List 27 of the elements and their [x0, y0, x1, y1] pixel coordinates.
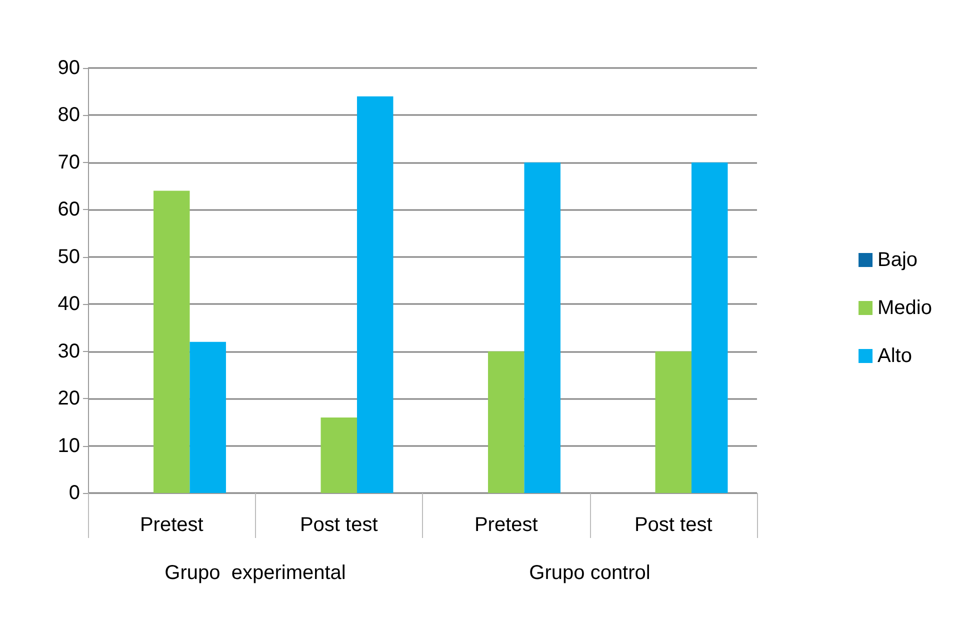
bar [691, 162, 728, 493]
x-tick-label: Post test [634, 514, 713, 536]
y-tick-label: 90 [58, 57, 80, 79]
y-tick-label: 80 [58, 104, 80, 126]
y-tick-label: 50 [58, 246, 80, 268]
x-tick-label: Pretest [140, 514, 204, 536]
bar [488, 351, 524, 493]
bar [524, 162, 560, 493]
x-tick-label: Post test [300, 514, 378, 536]
bar [356, 96, 394, 493]
text: Grupo experimental [164, 562, 346, 584]
y-tick-label: 40 [58, 293, 80, 316]
legend-label: Medio [878, 297, 932, 319]
text: Grupo control [529, 562, 650, 584]
legend-label: Bajo [878, 249, 918, 271]
bar [154, 190, 190, 493]
y-tick-label: 0 [68, 482, 80, 504]
y-tick-label: 70 [58, 151, 80, 174]
y-tick-label: 60 [58, 198, 80, 221]
y-tick-label: 20 [58, 388, 80, 410]
y-tick-label: 30 [58, 340, 80, 362]
y-tick-label: 10 [58, 434, 80, 457]
bar [190, 342, 226, 493]
bar [655, 351, 692, 493]
x-tick-label: Pretest [474, 514, 538, 536]
legend-label: Alto [878, 345, 912, 367]
bar [320, 417, 357, 493]
